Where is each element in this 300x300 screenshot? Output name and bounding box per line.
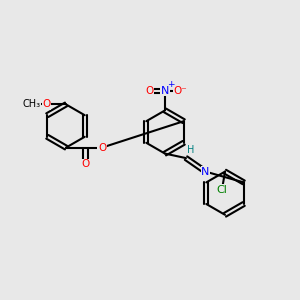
Text: O: O — [98, 142, 106, 153]
Text: O: O — [42, 99, 51, 110]
Text: CH₃: CH₃ — [22, 99, 40, 110]
Text: N: N — [161, 86, 169, 96]
Text: N: N — [201, 167, 210, 177]
Text: O: O — [145, 86, 154, 96]
Text: Cl: Cl — [217, 184, 227, 195]
Text: O⁻: O⁻ — [174, 86, 188, 96]
Text: +: + — [167, 80, 174, 89]
Text: H: H — [187, 145, 194, 155]
Text: O: O — [81, 159, 90, 169]
